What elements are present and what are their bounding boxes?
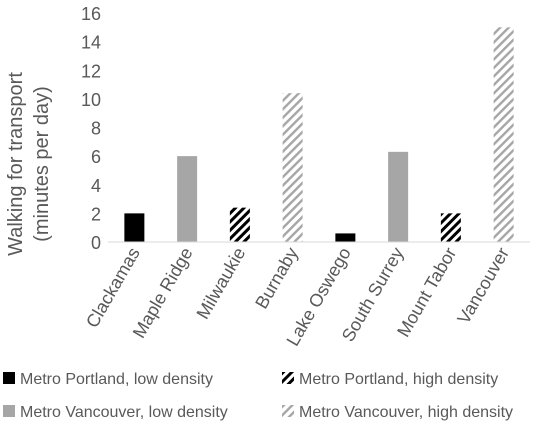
legend-label: Metro Portland, low density <box>20 371 213 388</box>
y-tick-label: 16 <box>81 4 101 24</box>
bar-clackamas <box>124 213 145 242</box>
y-tick-label: 6 <box>91 147 101 167</box>
x-tick-label: Clackamas <box>82 244 144 331</box>
legend: Metro Portland, low density Metro Portlan… <box>3 371 513 421</box>
bar-burnaby <box>282 93 303 243</box>
bar-vancouver <box>493 27 514 242</box>
bar-south-surrey <box>388 151 409 242</box>
y-axis: 0 2 4 6 8 10 12 14 16 <box>81 4 101 253</box>
y-tick-label: 4 <box>91 176 101 196</box>
legend-label: Metro Portland, high density <box>299 371 498 388</box>
y-tick-label: 14 <box>81 33 101 53</box>
legend-swatch <box>282 372 294 384</box>
y-tick-label: 8 <box>91 119 101 139</box>
x-tick-label: Burnaby <box>251 244 302 312</box>
legend-swatch <box>282 405 294 417</box>
x-tick-label: Vancouver <box>453 244 513 327</box>
legend-swatch <box>3 405 15 417</box>
y-axis-label-line1: Walking for transport <box>5 72 27 256</box>
bar-lake-oswego <box>335 233 356 242</box>
y-tick-label: 2 <box>91 204 101 224</box>
bar-maple-ridge <box>177 156 198 242</box>
bars <box>124 27 514 243</box>
bar-milwaukie <box>229 207 250 242</box>
y-tick-label: 0 <box>91 233 101 253</box>
x-tick-label: Milwaukie <box>193 244 250 322</box>
legend-swatch <box>3 372 15 384</box>
bar-mount-tabor <box>440 213 461 242</box>
y-tick-label: 10 <box>81 90 101 110</box>
y-tick-label: 12 <box>81 61 101 81</box>
y-axis-label-line2: (minutes per day) <box>31 86 53 242</box>
legend-label: Metro Vancouver, high density <box>299 404 513 421</box>
legend-label: Metro Vancouver, low density <box>20 404 228 421</box>
